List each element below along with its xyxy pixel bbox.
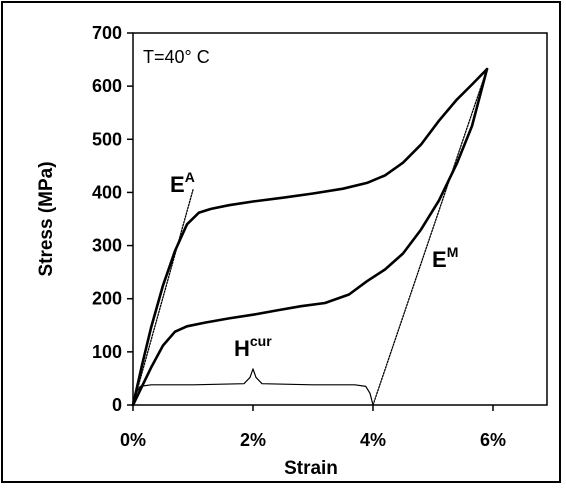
brace-line [132,368,374,406]
series-line-loading [131,67,489,407]
temperature-label: T=40° C [143,47,210,67]
x-tick-label: 2% [240,430,266,450]
series-line-unloading [131,67,489,407]
y-tick-label: 200 [92,289,122,309]
y-tick-label: 700 [92,23,122,43]
annotation-em-label: EM [432,244,458,272]
plot-area-border [132,32,548,406]
y-tick-label: 400 [92,182,122,202]
annotation-ea-label: EA [170,169,195,197]
y-tick-label: 100 [92,342,122,362]
y-tick-label: 600 [92,76,122,96]
tangent-line [132,189,194,406]
x-tick-label: 4% [360,430,386,450]
y-tick-label: 500 [92,129,122,149]
annotation-hcur-label: Hcur [234,333,272,361]
y-tick-label: 300 [92,236,122,256]
x-tick-label: 6% [480,430,506,450]
x-tick-label: 0% [120,430,146,450]
y-axis-title: Stress (MPa) [36,161,57,276]
tangent-line [372,68,488,406]
figure-frame [1,1,561,483]
x-axis-title: Strain [284,458,338,479]
y-tick-label: 0 [112,395,122,415]
